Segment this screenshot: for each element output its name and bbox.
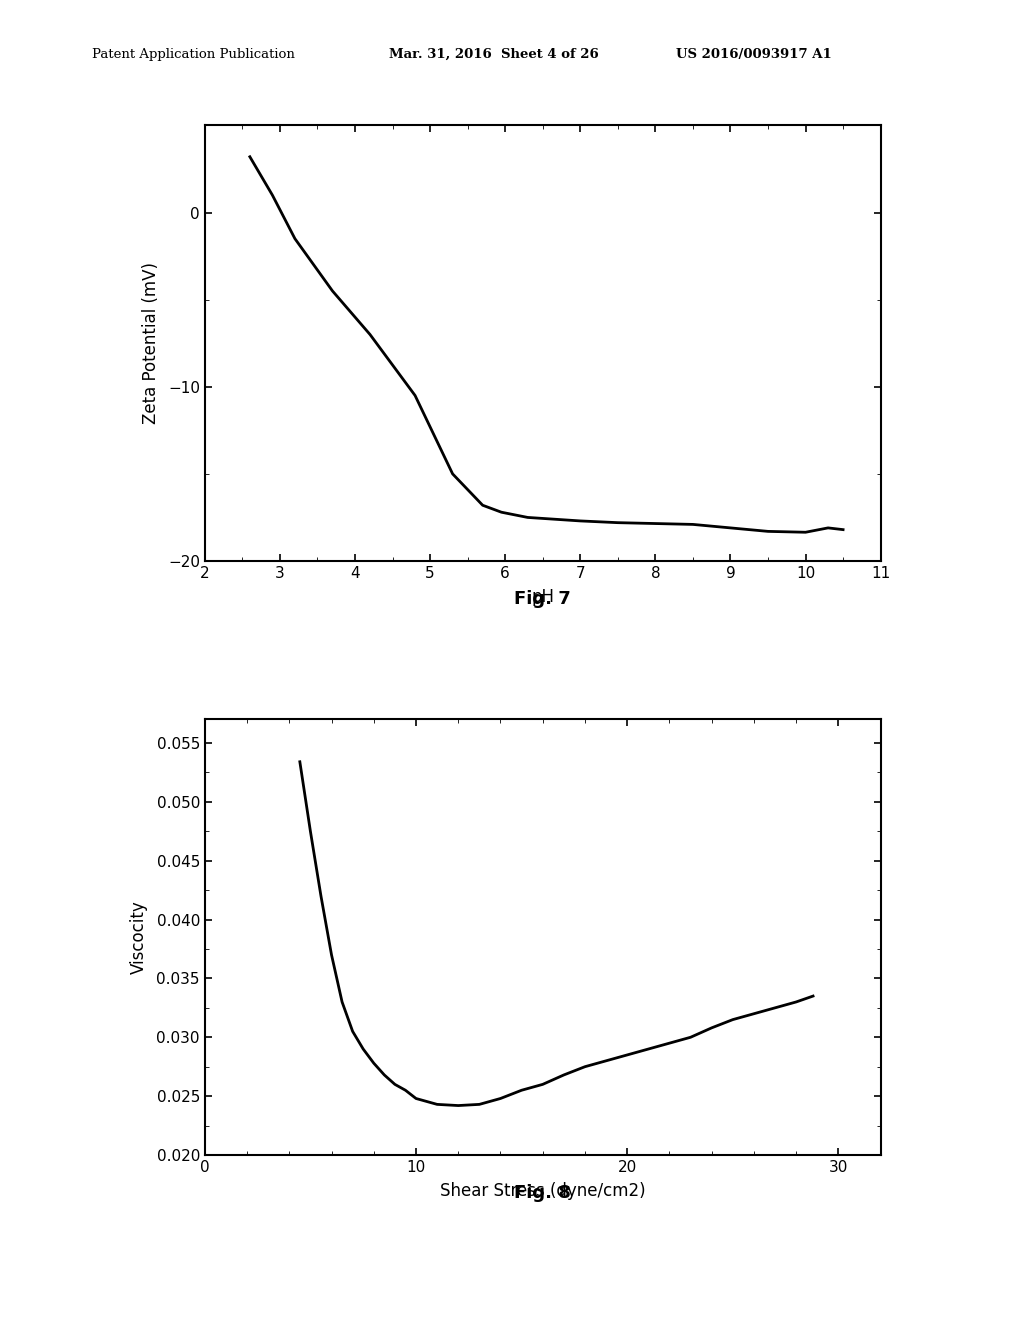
Text: Patent Application Publication: Patent Application Publication (92, 48, 295, 61)
Text: US 2016/0093917 A1: US 2016/0093917 A1 (676, 48, 831, 61)
X-axis label: pH: pH (531, 587, 554, 606)
X-axis label: Shear Stress (dyne/cm2): Shear Stress (dyne/cm2) (440, 1181, 645, 1200)
Text: Fig. 8: Fig. 8 (514, 1184, 571, 1203)
Text: Fig. 7: Fig. 7 (514, 590, 571, 609)
Text: Mar. 31, 2016  Sheet 4 of 26: Mar. 31, 2016 Sheet 4 of 26 (389, 48, 599, 61)
Y-axis label: Zeta Potential (mV): Zeta Potential (mV) (141, 263, 160, 424)
Y-axis label: Viscocity: Viscocity (130, 900, 148, 974)
